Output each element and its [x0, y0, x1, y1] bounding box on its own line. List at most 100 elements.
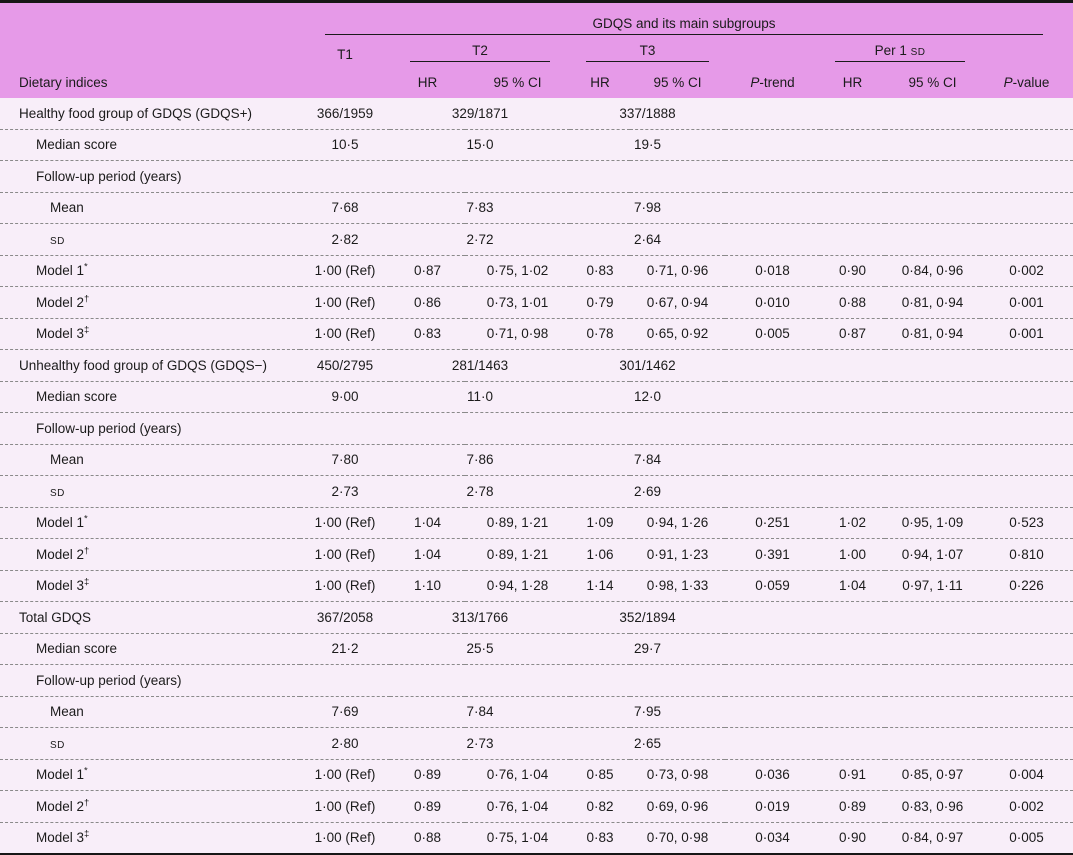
column-header-t3: T3	[570, 35, 725, 62]
cell-value: 2·72	[390, 223, 570, 255]
cell-value	[725, 349, 820, 381]
table-row: Model 1* 1·00 (Ref) 1·04 0·89, 1·21 1·09 0·94…	[0, 506, 1073, 539]
cell-value	[725, 98, 820, 129]
row-label: SD	[0, 727, 300, 759]
cell-value: 2·69	[570, 475, 725, 507]
table-row: Healthy food group of GDQS (GDQS+) 366/19…	[0, 98, 1073, 129]
row-label: Model 2†	[0, 538, 300, 570]
cell-value: 7·86	[390, 443, 570, 476]
subheader-row: Dietary indices HR 95 % CI HR 95 % CI P-…	[0, 62, 1073, 98]
cell-value: 0·90	[820, 254, 885, 287]
cell-value: 0·87	[390, 254, 465, 287]
table-row: Median score 21·2 25·5 29·7	[0, 632, 1073, 665]
row-label: Model 1*	[0, 758, 300, 791]
cell-value: 0·005	[980, 821, 1073, 854]
table-row: Model 2† 1·00 (Ref) 0·86 0·73, 1·01 0·79 0·67…	[0, 286, 1073, 318]
cell-value: 0·005	[725, 317, 820, 350]
cell-value	[820, 601, 980, 633]
cell-value: 0·65, 0·92	[630, 317, 725, 350]
cell-value: 0·73, 0·98	[630, 758, 725, 791]
cell-value: 15·0	[390, 128, 570, 161]
spanner-label: GDQS and its main subgroups	[325, 16, 1044, 35]
cell-value: 7·84	[390, 695, 570, 728]
cell-value: 0·83	[570, 254, 630, 287]
table-row: Total GDQS 367/2058 313/1766 352/1894	[0, 601, 1073, 633]
pvalue-spacer	[980, 35, 1073, 62]
cell-value: 10·5	[300, 128, 390, 161]
row-label: Unhealthy food group of GDQS (GDQS−)	[0, 349, 300, 381]
cell-value: 1·00 (Ref)	[300, 821, 390, 854]
cell-value	[980, 727, 1073, 759]
row-label: Median score	[0, 380, 300, 413]
table-row: Mean 7·80 7·86 7·84	[0, 443, 1073, 476]
cell-value: 1·04	[390, 538, 465, 570]
cell-value: 2·73	[390, 727, 570, 759]
cell-value: 0·79	[570, 286, 630, 318]
table-row: Median score 9·00 11·0 12·0	[0, 380, 1073, 413]
cell-value: 0·89	[390, 790, 465, 822]
row-label: SD	[0, 223, 300, 255]
cell-value: 0·226	[980, 569, 1073, 602]
cell-value	[820, 632, 980, 665]
table-row: SD 2·80 2·73 2·65	[0, 727, 1073, 759]
row-label: Follow-up period (years)	[0, 160, 1073, 192]
cell-value: 301/1462	[570, 349, 725, 381]
cell-value: 29·7	[570, 632, 725, 665]
row-label: Follow-up period (years)	[0, 412, 1073, 444]
cell-value: 2·82	[300, 223, 390, 255]
cell-value	[820, 191, 980, 224]
table-row: Model 3‡ 1·00 (Ref) 0·88 0·75, 1·04 0·83 0·70…	[0, 821, 1073, 854]
column-header-per-1-sd: Per 1 SD	[820, 35, 980, 62]
cell-value: 2·64	[570, 223, 725, 255]
column-header-sd-ci: 95 % CI	[908, 75, 957, 90]
cell-value: 0·94, 1·26	[630, 506, 725, 539]
column-header-p-trend: P-trend	[750, 75, 795, 90]
row-label: Follow-up period (years)	[0, 664, 1073, 696]
cell-value	[820, 695, 980, 728]
cell-value: 1·00 (Ref)	[300, 538, 390, 570]
cell-value	[980, 380, 1073, 413]
cell-value	[980, 475, 1073, 507]
cell-value	[725, 380, 820, 413]
column-header-p-value: P-value	[1003, 75, 1050, 90]
cell-value	[725, 632, 820, 665]
cell-value: 1·00 (Ref)	[300, 317, 390, 350]
cell-value	[980, 443, 1073, 476]
tertile-header-row: T1 T2 T3 Per 1 SD	[0, 35, 1073, 62]
cell-value: 0·75, 1·04	[465, 821, 570, 854]
cell-value: 0·71, 0·96	[630, 254, 725, 287]
cell-value: 0·83	[570, 821, 630, 854]
cell-value: 0·69, 0·96	[630, 790, 725, 822]
table-body: Healthy food group of GDQS (GDQS+) 366/19…	[0, 98, 1073, 854]
cell-value: 0·86	[390, 286, 465, 318]
cell-value: 0·94, 1·07	[885, 538, 980, 570]
cell-value	[980, 191, 1073, 224]
cell-value: 0·75, 1·02	[465, 254, 570, 287]
table-row: Follow-up period (years)	[0, 664, 1073, 696]
cell-value: 281/1463	[390, 349, 570, 381]
cell-value	[820, 475, 980, 507]
cell-value: 0·034	[725, 821, 820, 854]
cell-value: 0·059	[725, 569, 820, 602]
row-label: Model 1*	[0, 254, 300, 287]
cell-value: 0·81, 0·94	[885, 286, 980, 318]
cell-value: 0·91, 1·23	[630, 538, 725, 570]
footnote-marker: *	[84, 513, 88, 525]
cell-value: 0·810	[980, 538, 1073, 570]
cell-value: 0·95, 1·09	[885, 506, 980, 539]
cell-value: 21·2	[300, 632, 390, 665]
cell-value: 366/1959	[316, 105, 374, 121]
row-label: Mean	[0, 191, 300, 224]
cell-value: 7·80	[300, 443, 390, 476]
spanner-row: GDQS and its main subgroups	[0, 2, 1073, 35]
table-row: SD 2·82 2·72 2·64	[0, 223, 1073, 255]
cell-value: 0·84, 0·97	[885, 821, 980, 854]
cell-value: 7·95	[570, 695, 725, 728]
cell-value: 0·001	[980, 317, 1073, 350]
cell-value: 0·78	[570, 317, 630, 350]
cell-value: 0·85, 0·97	[885, 758, 980, 791]
cell-value	[725, 223, 820, 255]
spanner-header: GDQS and its main subgroups	[300, 2, 1073, 35]
cell-value	[725, 191, 820, 224]
